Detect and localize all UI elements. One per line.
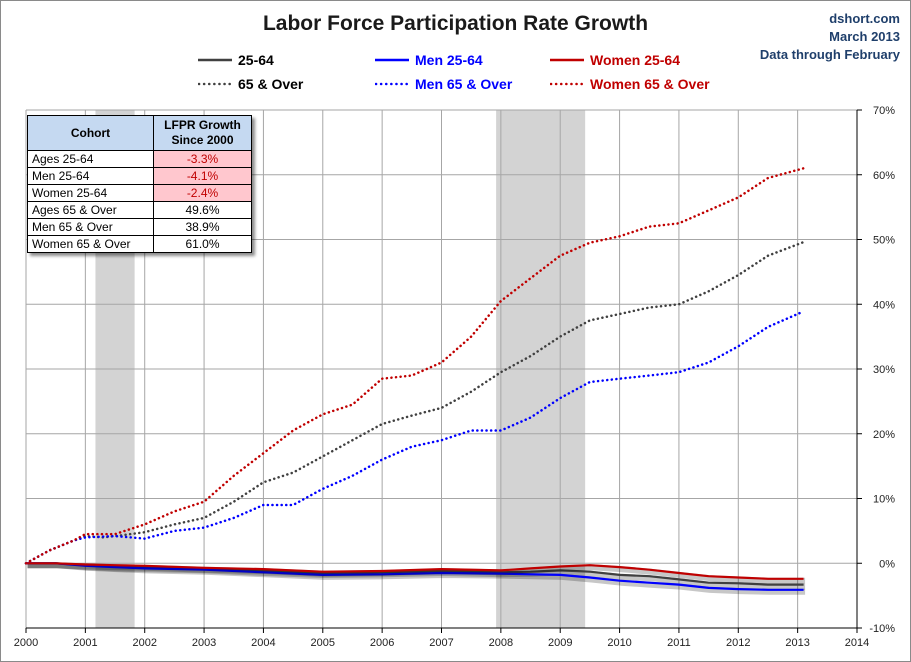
x-tick-label: 2006 — [370, 637, 394, 649]
table-cell-value: 38.9% — [153, 218, 252, 236]
legend-item-65-over: 65 & Over — [198, 75, 303, 93]
legend-swatch — [375, 58, 409, 62]
y-tick-label: 10% — [873, 494, 895, 506]
y-tick-label: 30% — [873, 364, 895, 376]
legend-swatch — [198, 82, 232, 86]
x-tick-label: 2003 — [192, 637, 216, 649]
table-cell-value: 49.6% — [153, 201, 252, 219]
x-tick-label: 2014 — [845, 637, 869, 649]
legend-item-women-25-64: Women 25-64 — [550, 51, 680, 69]
table-row: Women 65 & Over 61.0% — [27, 235, 252, 253]
x-tick-label: 2012 — [726, 637, 750, 649]
x-tick-label: 2007 — [429, 637, 453, 649]
x-tick-label: 2011 — [667, 637, 691, 649]
legend-label: 65 & Over — [238, 76, 304, 92]
series-line-3 — [24, 240, 805, 565]
y-tick-label: 70% — [873, 105, 895, 117]
table-cell-value: -2.4% — [153, 184, 252, 202]
x-tick-label: 2009 — [548, 637, 572, 649]
legend-item-women-65-over: Women 65 & Over — [550, 75, 710, 93]
table-row: Men 25-64 -4.1% — [27, 167, 252, 185]
source-block: dshort.com March 2013 Data through Febru… — [760, 10, 900, 64]
y-tick-label: 50% — [873, 235, 895, 247]
table-header-row: Cohort LFPR Growth Since 2000 — [27, 115, 252, 151]
y-tick-label: -10% — [869, 623, 895, 635]
table-header-cohort: Cohort — [27, 115, 154, 151]
table-cell-cohort: Ages 25-64 — [27, 150, 154, 168]
table-cell-cohort: Ages 65 & Over — [27, 201, 154, 219]
table-cell-cohort: Men 65 & Over — [27, 218, 154, 236]
legend-swatch — [550, 82, 584, 86]
legend-item-men-65-over: Men 65 & Over — [375, 75, 512, 93]
table-cell-cohort: Women 25-64 — [27, 184, 154, 202]
source-site: dshort.com — [829, 11, 900, 26]
legend-label: Men 65 & Over — [415, 76, 513, 92]
series-line-5 — [24, 167, 805, 565]
legend-swatch — [198, 58, 232, 62]
y-tick-label: 20% — [873, 429, 895, 441]
table-row: Men 65 & Over 38.9% — [27, 218, 252, 236]
series-line-2 — [26, 562, 804, 580]
table-cell-value: -3.3% — [153, 150, 252, 168]
legend-swatch — [550, 58, 584, 62]
table-header-growth: LFPR Growth Since 2000 — [153, 115, 252, 151]
legend-label: 25-64 — [238, 52, 274, 68]
legend-label: Men 25-64 — [415, 52, 483, 68]
series-line-1 — [26, 562, 804, 591]
x-tick-label: 2004 — [251, 637, 275, 649]
legend-item-men-25-64: Men 25-64 — [375, 51, 483, 69]
table-cell-value: 61.0% — [153, 235, 252, 253]
legend-label: Women 25-64 — [590, 52, 680, 68]
y-tick-label: 40% — [873, 299, 895, 311]
table-cell-cohort: Women 65 & Over — [27, 235, 154, 253]
source-note: Data through February — [759, 47, 900, 62]
tick-labels: 2000 2001 2002 2003 2004 2005 2006 2007 2008 2009… — [14, 105, 895, 649]
series-lines — [24, 167, 806, 595]
y-tick-label: 0% — [879, 558, 895, 570]
legend-label: Women 65 & Over — [590, 76, 710, 92]
legend-item-25-64: 25-64 — [198, 51, 274, 69]
table-row: Ages 25-64 -3.3% — [27, 150, 252, 168]
x-tick-label: 2000 — [14, 637, 38, 649]
table-row: Ages 65 & Over 49.6% — [27, 201, 252, 219]
chart-title: Labor Force Participation Rate Growth — [262, 12, 649, 35]
x-tick-label: 2005 — [311, 637, 335, 649]
series-shadow — [27, 562, 806, 595]
x-tick-label: 2013 — [785, 637, 809, 649]
series-line-4 — [24, 310, 805, 565]
y-tick-label: 60% — [873, 170, 895, 182]
x-tick-label: 2002 — [132, 637, 156, 649]
x-tick-label: 2010 — [607, 637, 631, 649]
table-cell-cohort: Men 25-64 — [27, 167, 154, 185]
table-row: Women 25-64 -2.4% — [27, 184, 252, 202]
x-tick-label: 2001 — [73, 637, 97, 649]
source-date: March 2013 — [829, 29, 900, 44]
table-cell-value: -4.1% — [153, 167, 252, 185]
series-shadow — [27, 562, 806, 584]
axes — [25, 109, 862, 633]
growth-table: Cohort LFPR Growth Since 2000 Ages 25-64… — [27, 115, 252, 253]
legend-swatch — [375, 82, 409, 86]
x-tick-label: 2008 — [489, 637, 513, 649]
